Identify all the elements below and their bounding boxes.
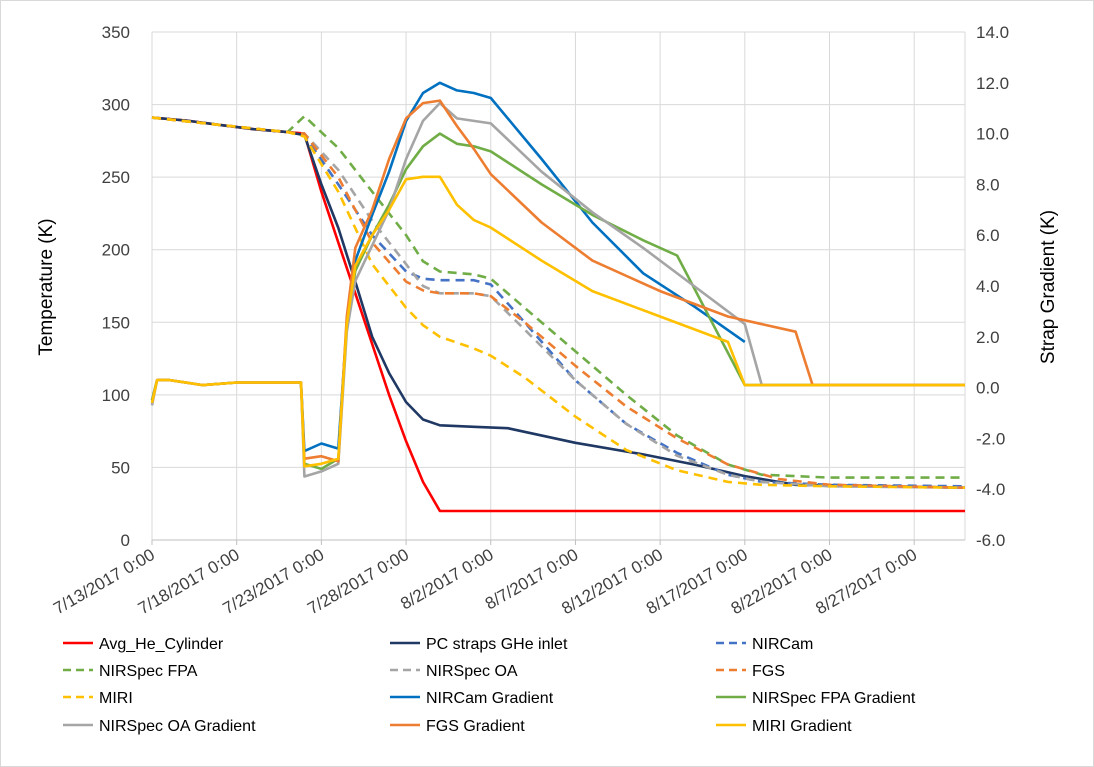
gridlines xyxy=(151,31,966,545)
y-tick-label: 300 xyxy=(102,96,130,115)
legend-label: MIRI xyxy=(99,690,133,707)
y2-tick-label: 0.0 xyxy=(976,379,1000,398)
legend-label: NIRCam Gradient xyxy=(426,690,554,707)
y2-tick-label: 14.0 xyxy=(976,23,1009,42)
y-tick-label: 100 xyxy=(102,386,130,405)
y-axis-title: Temperature (K) xyxy=(36,218,57,355)
y-tick-label: 150 xyxy=(102,313,130,332)
y2-tick-label: 6.0 xyxy=(976,226,1000,245)
series-lines xyxy=(150,81,966,513)
y2-tick-label: 12.0 xyxy=(976,74,1009,93)
y2-tick-label: 10.0 xyxy=(976,125,1009,144)
legend-label: NIRSpec OA xyxy=(426,663,518,680)
legend-label: MIRI Gradient xyxy=(752,718,852,735)
series-line-11 xyxy=(150,175,965,468)
y2-tick-label: -2.0 xyxy=(976,429,1005,448)
legend: Avg_He_Cylinder PC straps GHe inlet NIRCam… xyxy=(63,636,916,735)
legend-label: FGS xyxy=(752,663,785,680)
y-tick-label: 50 xyxy=(111,458,130,477)
y2-tick-label: 4.0 xyxy=(976,277,1000,296)
y2-tick-label: 2.0 xyxy=(976,328,1000,347)
y-tick-label: 350 xyxy=(102,23,130,42)
y-tick-label: 0 xyxy=(121,531,130,550)
series-line-5 xyxy=(151,116,966,489)
legend-label: FGS Gradient xyxy=(426,718,525,735)
series-line-6 xyxy=(151,116,966,489)
legend-label: NIRCam xyxy=(752,636,813,653)
legend-label: PC straps GHe inlet xyxy=(426,636,568,653)
y2-tick-label: -6.0 xyxy=(976,531,1005,550)
legend-label: Avg_He_Cylinder xyxy=(99,636,224,653)
legend-label: NIRSpec OA Gradient xyxy=(99,718,256,735)
y2-tick-label: -4.0 xyxy=(976,480,1005,499)
legend-label: NIRSpec FPA xyxy=(99,663,198,680)
legend-label: NIRSpec FPA Gradient xyxy=(752,690,916,707)
y-tick-label: 200 xyxy=(102,241,130,260)
y2-axis-title: Strap Gradient (K) xyxy=(1038,210,1059,364)
y2-tick-label: 8.0 xyxy=(976,175,1000,194)
y-tick-label: 250 xyxy=(102,168,130,187)
